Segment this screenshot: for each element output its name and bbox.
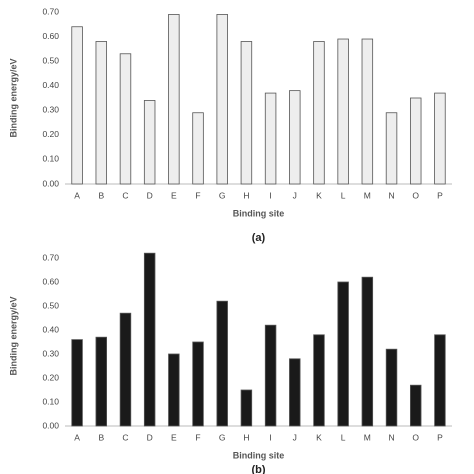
bar xyxy=(216,300,228,427)
x-tick-label: A xyxy=(74,432,80,442)
bar xyxy=(385,348,398,427)
y-tick-label: 0.50 xyxy=(42,300,59,310)
x-tick-label: O xyxy=(412,432,419,442)
bar xyxy=(264,324,277,427)
x-tick-label: F xyxy=(195,190,200,200)
x-tick-label: N xyxy=(388,190,394,200)
y-tick-label: 0.30 xyxy=(42,348,59,358)
y-tick-label: 0.40 xyxy=(42,324,59,334)
bar xyxy=(192,112,204,185)
y-tick-label: 0.60 xyxy=(42,276,59,286)
x-tick-label: N xyxy=(388,432,394,442)
bar xyxy=(71,339,83,427)
y-tick-label: 0.20 xyxy=(42,372,59,382)
bar xyxy=(385,112,398,185)
x-tick-label: E xyxy=(171,190,177,200)
bar xyxy=(119,312,132,427)
x-tick-label: A xyxy=(74,190,80,200)
x-tick-label: J xyxy=(293,432,297,442)
bar xyxy=(409,97,422,185)
bar xyxy=(216,14,228,185)
x-tick-label: M xyxy=(364,190,371,200)
bar xyxy=(434,334,446,427)
bar xyxy=(143,252,156,427)
bar xyxy=(264,92,277,185)
bar xyxy=(289,90,301,185)
bar xyxy=(289,358,301,427)
x-tick-label: B xyxy=(98,190,104,200)
bar xyxy=(95,336,108,427)
y-tick-label: 0.20 xyxy=(42,129,59,139)
y-tick-label: 0.30 xyxy=(42,105,59,115)
x-tick-label: G xyxy=(219,190,226,200)
bar xyxy=(71,26,83,185)
bar xyxy=(168,14,180,185)
y-tick-label: 0.70 xyxy=(42,6,59,16)
x-axis-label: Binding site xyxy=(233,208,285,218)
bar xyxy=(434,92,446,185)
x-tick-label: D xyxy=(147,432,153,442)
y-tick-label: 0.40 xyxy=(42,80,59,90)
x-tick-label: E xyxy=(171,432,177,442)
x-tick-label: L xyxy=(341,432,346,442)
y-tick-label: 0.00 xyxy=(42,420,59,430)
y-tick-label: 0.50 xyxy=(42,55,59,65)
x-tick-label: K xyxy=(316,432,322,442)
caption: (b) xyxy=(251,464,265,474)
bar xyxy=(143,100,156,185)
x-tick-label: M xyxy=(364,432,371,442)
x-tick-label: O xyxy=(412,190,419,200)
x-tick-label: K xyxy=(316,190,322,200)
bar xyxy=(361,276,374,427)
x-tick-label: F xyxy=(195,432,200,442)
bar xyxy=(337,38,349,185)
x-tick-label: H xyxy=(243,190,249,200)
y-axis-label: Binding energy/eV xyxy=(8,296,18,375)
x-tick-label: B xyxy=(98,432,104,442)
x-tick-label: D xyxy=(147,190,153,200)
x-tick-label: P xyxy=(437,190,443,200)
y-tick-label: 0.00 xyxy=(42,178,59,188)
y-tick-label: 0.70 xyxy=(42,252,59,262)
y-tick-label: 0.10 xyxy=(42,396,59,406)
x-tick-label: H xyxy=(243,432,249,442)
bar xyxy=(95,41,108,185)
bar xyxy=(313,334,325,427)
x-tick-label: L xyxy=(341,190,346,200)
x-tick-label: I xyxy=(269,190,271,200)
x-tick-label: C xyxy=(122,432,128,442)
bar xyxy=(240,389,253,427)
bar xyxy=(240,41,253,185)
x-axis-label: Binding site xyxy=(233,450,285,460)
x-tick-label: J xyxy=(293,190,297,200)
bar xyxy=(409,384,422,427)
bar xyxy=(337,281,349,427)
bar xyxy=(192,341,204,427)
caption: (a) xyxy=(252,232,266,244)
bar xyxy=(313,41,325,185)
bar xyxy=(119,53,132,185)
x-tick-label: G xyxy=(219,432,226,442)
x-tick-label: P xyxy=(437,432,443,442)
y-tick-label: 0.10 xyxy=(42,154,59,164)
bar xyxy=(168,353,180,427)
y-tick-label: 0.60 xyxy=(42,31,59,41)
x-tick-label: C xyxy=(122,190,128,200)
x-tick-label: I xyxy=(269,432,271,442)
y-axis-label: Binding energy/eV xyxy=(8,58,18,137)
bar xyxy=(361,38,374,185)
